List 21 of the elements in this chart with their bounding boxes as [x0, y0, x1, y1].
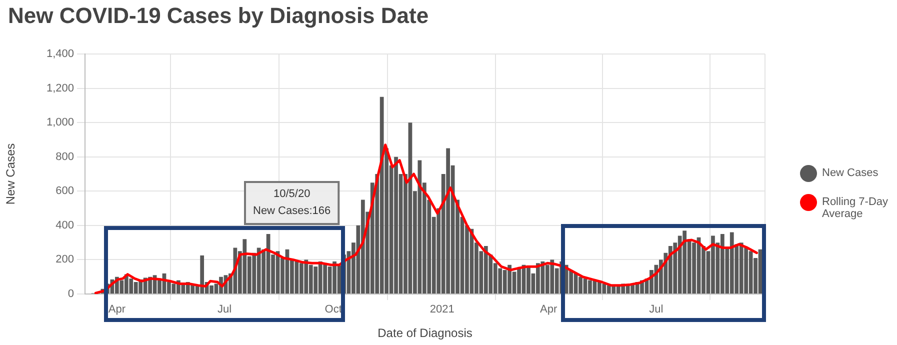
- x-tick-label: Jul: [218, 304, 232, 316]
- x-tick-label: 2021: [430, 304, 454, 316]
- y-tick-label: 0: [68, 288, 74, 300]
- annotation: 10/5/20: [273, 188, 310, 200]
- y-tick-label: 800: [56, 150, 74, 163]
- y-tick-label: 400: [56, 219, 74, 232]
- x-tick-label: Apr: [108, 304, 126, 316]
- y-tick-label: 600: [56, 185, 74, 198]
- y-tick-label: 200: [56, 254, 74, 266]
- legend-label: New Cases: [822, 166, 878, 179]
- x-axis-title: Date of Diagnosis: [378, 326, 472, 340]
- annotation: New Cases:166: [252, 205, 331, 218]
- y-axis-title: New Cases: [4, 143, 18, 205]
- x-tick-label: Jul: [649, 304, 664, 316]
- y-tick-label: 1,400: [46, 48, 74, 60]
- chart-title: New COVID-19 Cases by Diagnosis Date: [8, 3, 429, 29]
- y-tick-label: 1,000: [46, 116, 74, 129]
- x-tick-label: Apr: [540, 304, 558, 316]
- y-tick-label: 1,200: [46, 82, 74, 94]
- legend-label: Rolling 7-Day Average: [822, 195, 890, 220]
- x-tick-label: Oct: [324, 304, 342, 316]
